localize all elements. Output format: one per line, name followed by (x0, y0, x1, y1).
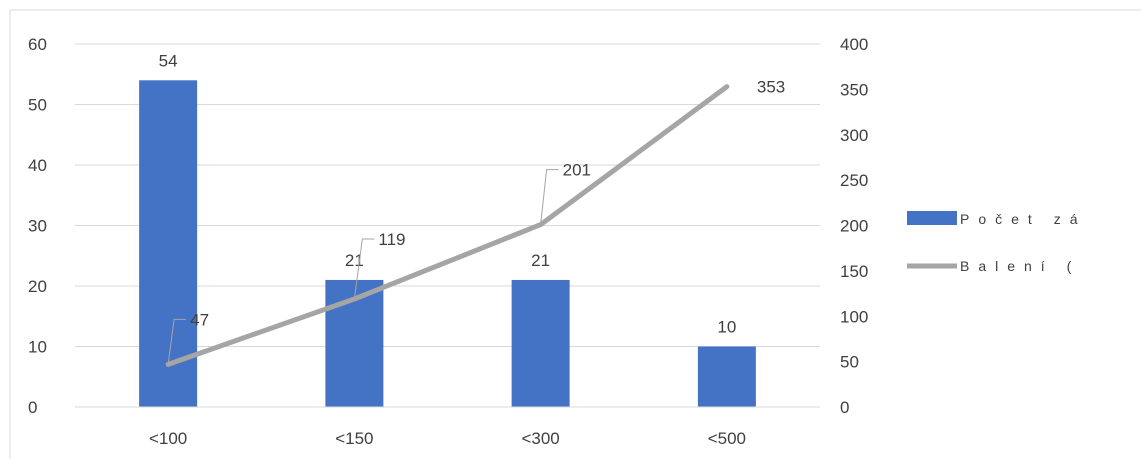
series-line (165, 84, 730, 367)
y-left-tick-label: 0 (28, 398, 37, 417)
y-right-tick-label: 150 (840, 262, 868, 281)
y-right-tick-label: 0 (840, 398, 849, 417)
leader-line (353, 238, 375, 300)
line-series (165, 84, 730, 367)
chart-frame (9, 9, 1141, 459)
y-right-tick-label: 200 (840, 217, 868, 236)
bar-data-label: 10 (717, 318, 736, 337)
legend-swatch-bar (907, 211, 957, 225)
bar (139, 80, 198, 408)
bar-data-label: 54 (159, 51, 178, 70)
right-axis: 0 50 100 150 200 250 300 350 400 (840, 35, 868, 417)
line-data-label: 353 (757, 78, 785, 97)
y-right-tick-label: 250 (840, 171, 868, 190)
bar-data-label: 21 (531, 251, 550, 270)
y-left-tick-label: 60 (28, 35, 47, 54)
bar (697, 346, 756, 407)
y-left-tick-label: 40 (28, 156, 47, 175)
y-left-tick-label: 20 (28, 277, 47, 296)
line-data-label: 201 (563, 161, 591, 180)
legend: Počet zá Balení ( (907, 211, 1086, 274)
y-right-tick-label: 350 (840, 80, 868, 99)
y-right-tick-label: 400 (840, 35, 868, 54)
x-tick-label: <500 (708, 429, 746, 448)
y-right-tick-label: 300 (840, 126, 868, 145)
line-data-label: 119 (378, 230, 405, 249)
y-left-tick-label: 30 (28, 217, 47, 236)
y-right-tick-label: 50 (840, 353, 859, 372)
x-tick-label: <100 (149, 429, 187, 448)
legend-label-line: Balení ( (960, 258, 1080, 274)
x-tick-label: <300 (521, 429, 559, 448)
bar (511, 279, 570, 407)
leader-line (167, 318, 187, 365)
bar-data-label: 21 (345, 251, 364, 270)
data-labels: 54 21 21 10 47 119 201 353 (159, 51, 785, 365)
left-axis: 0 10 20 30 40 50 60 (28, 35, 47, 417)
y-right-tick-label: 100 (840, 307, 868, 326)
x-tick-label: <150 (335, 429, 373, 448)
legend-label-bar: Počet zá (960, 211, 1086, 227)
x-axis: <100 <150 <300 <500 (75, 406, 820, 448)
leader-line (540, 169, 559, 225)
y-left-tick-label: 10 (28, 338, 47, 357)
y-left-tick-label: 50 (28, 96, 47, 115)
line-data-label: 47 (190, 310, 209, 329)
